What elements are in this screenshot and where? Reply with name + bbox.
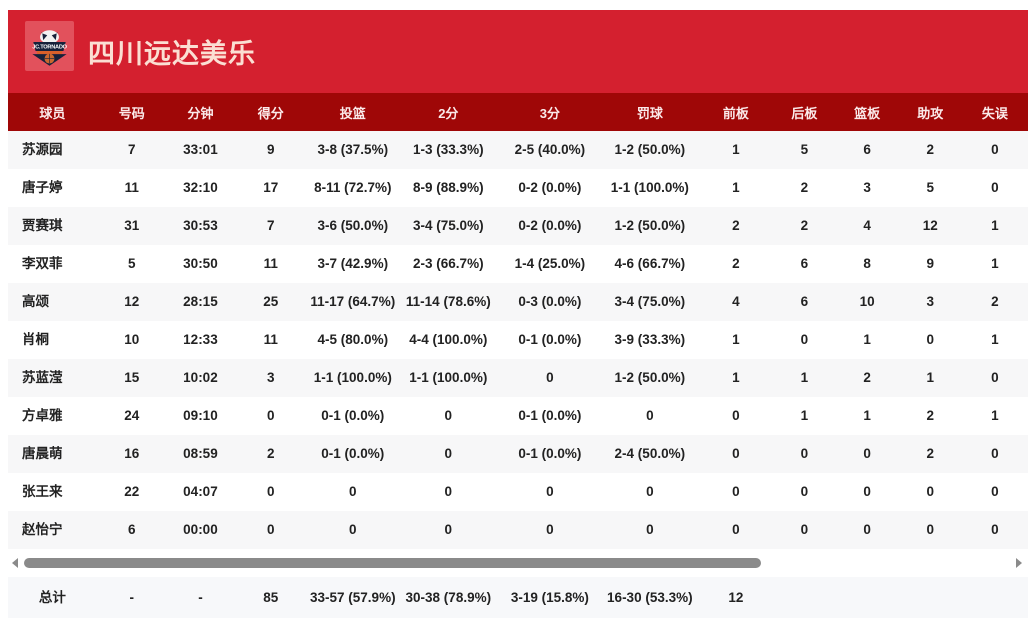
svg-text:JC.TORNADO: JC.TORNADO [32,44,67,50]
